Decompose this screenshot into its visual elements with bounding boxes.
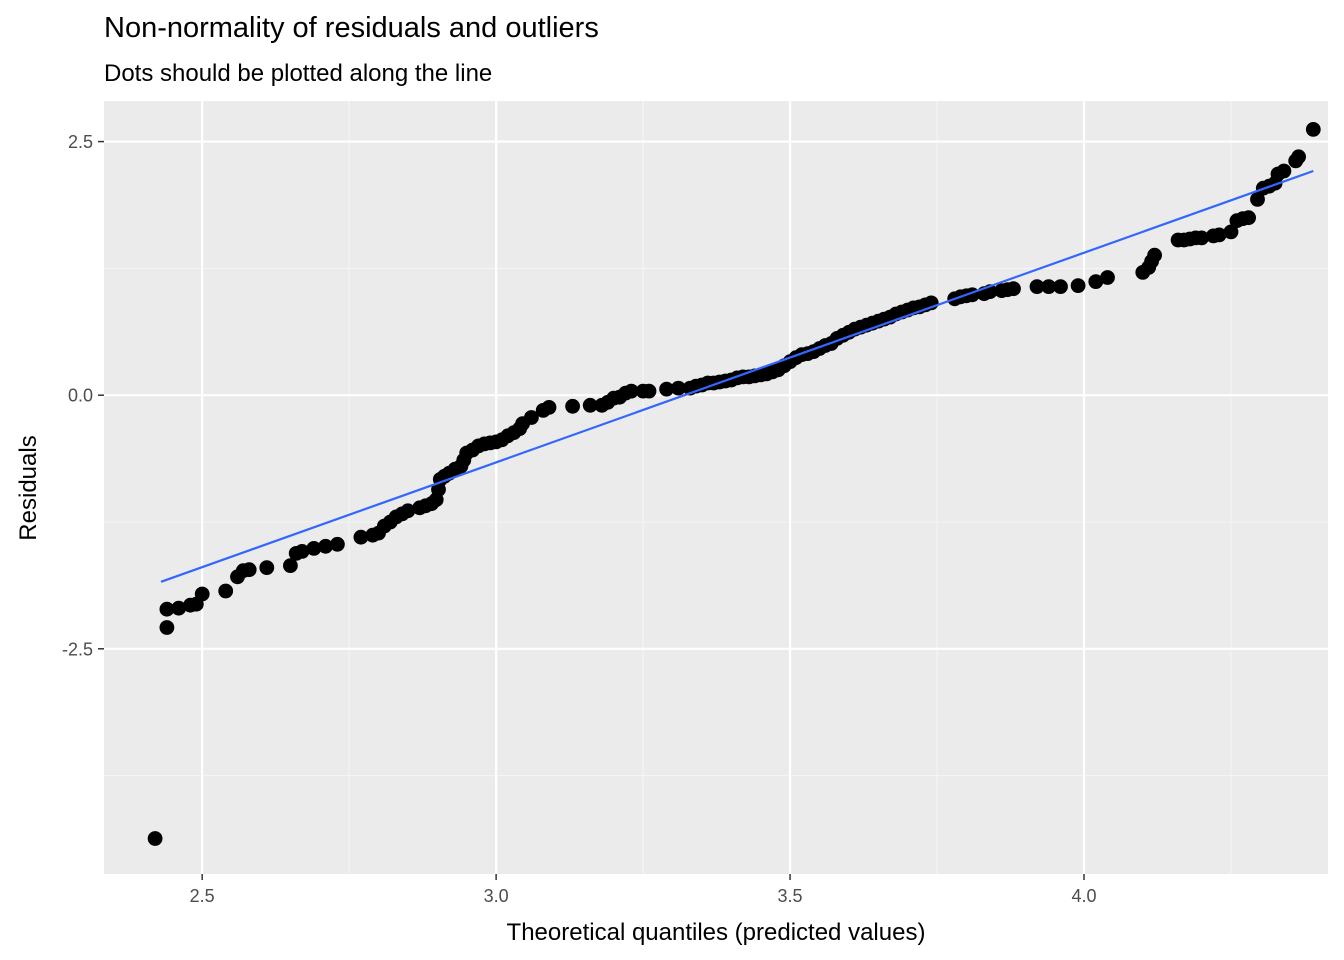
residual-points bbox=[147, 121, 1321, 846]
y-tick-label: 2.5 bbox=[68, 132, 93, 152]
residual-point bbox=[353, 529, 369, 545]
residual-point bbox=[1041, 279, 1057, 294]
residual-point bbox=[241, 562, 257, 578]
residual-point bbox=[1070, 278, 1086, 293]
major-gridlines bbox=[104, 101, 1328, 874]
residual-point bbox=[147, 831, 163, 846]
residual-point bbox=[259, 560, 275, 575]
plot-panel bbox=[104, 101, 1328, 874]
x-tick-label: 3.0 bbox=[484, 886, 509, 906]
residual-point bbox=[159, 620, 175, 635]
residual-point bbox=[400, 503, 416, 519]
chart-title: Non-normality of residuals and outliers bbox=[104, 12, 599, 44]
residual-point bbox=[171, 600, 187, 616]
x-axis-title: Theoretical quantiles (predicted values) bbox=[507, 919, 926, 946]
y-tick-label: -2.5 bbox=[62, 639, 93, 659]
y-axis-title: Residuals bbox=[15, 435, 42, 540]
residual-point bbox=[565, 398, 580, 414]
residual-point bbox=[1006, 281, 1021, 297]
residual-point bbox=[1305, 121, 1321, 137]
residual-point bbox=[641, 383, 657, 399]
x-tick-label: 4.0 bbox=[1072, 886, 1097, 906]
residual-point bbox=[1250, 192, 1265, 207]
residual-point bbox=[306, 541, 322, 556]
residual-point bbox=[1291, 149, 1306, 165]
minor-gridlines bbox=[104, 101, 1328, 874]
residual-point bbox=[1211, 227, 1227, 243]
x-tick-label: 2.5 bbox=[190, 886, 215, 906]
residual-point bbox=[1029, 279, 1045, 294]
residual-point bbox=[218, 583, 234, 599]
residual-point bbox=[671, 380, 686, 396]
residual-point bbox=[283, 558, 298, 573]
reference-line bbox=[160, 169, 1314, 583]
residual-point bbox=[318, 538, 333, 554]
residual-point bbox=[294, 544, 310, 559]
residual-point bbox=[582, 397, 598, 413]
y-tick-label: 0.0 bbox=[68, 386, 93, 406]
residual-point bbox=[623, 383, 639, 399]
residual-point bbox=[1100, 270, 1115, 285]
residual-point bbox=[1053, 279, 1068, 294]
residual-point bbox=[1241, 210, 1256, 226]
chart-subtitle: Dots should be plotted along the line bbox=[104, 60, 493, 87]
residual-point bbox=[1276, 163, 1292, 179]
residual-point bbox=[194, 586, 210, 602]
x-axis: 2.5 3.0 3.5 4.0 bbox=[190, 874, 1097, 906]
residual-point bbox=[330, 536, 345, 552]
residual-point bbox=[659, 381, 674, 397]
x-tick-label: 3.5 bbox=[778, 886, 803, 906]
residual-point bbox=[1223, 224, 1239, 240]
y-axis: 2.5 0.0 -2.5 bbox=[62, 132, 104, 659]
residual-point bbox=[1147, 247, 1162, 263]
residual-point bbox=[541, 400, 557, 415]
residual-point bbox=[1088, 274, 1104, 289]
residual-point bbox=[524, 410, 539, 425]
residual-point bbox=[1194, 230, 1209, 246]
residual-point bbox=[159, 601, 175, 617]
